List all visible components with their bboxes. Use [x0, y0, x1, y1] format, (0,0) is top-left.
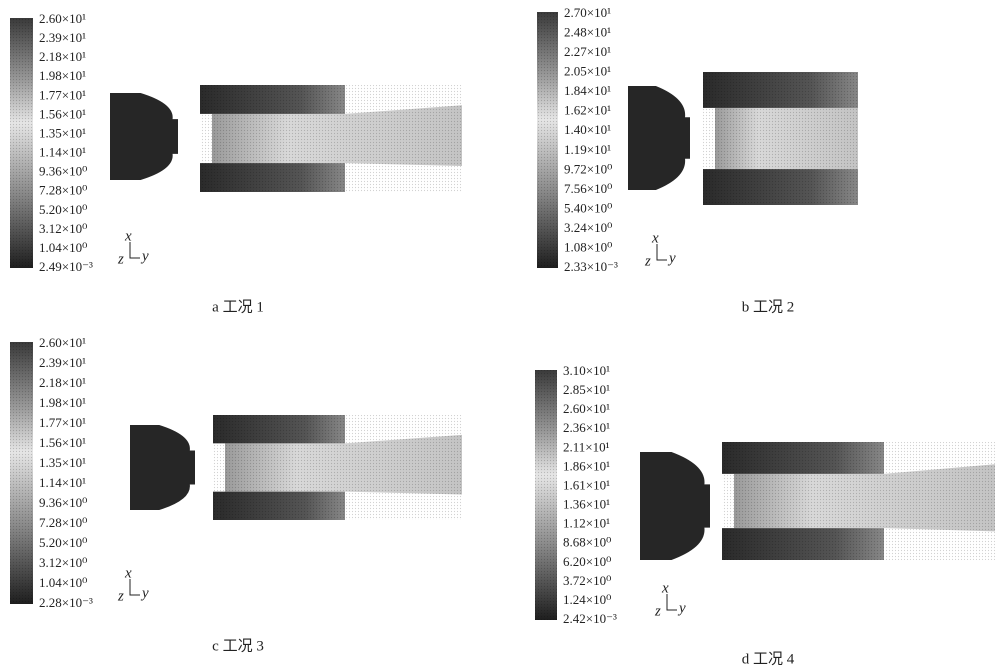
- axis-label-x: x: [651, 230, 659, 246]
- colorbar-label: 8.68×10⁰: [563, 535, 611, 550]
- colorbar-texture: [537, 12, 558, 268]
- colorbar-label: 9.36×10⁰: [39, 164, 87, 179]
- chamber-texture: [703, 72, 858, 205]
- caption: c 工况 3: [212, 637, 264, 654]
- nozzle-dome: [130, 425, 195, 510]
- colorbar-label: 2.85×10¹: [563, 382, 610, 397]
- colorbar-label: 3.72×10⁰: [563, 573, 611, 588]
- axis-label-z: z: [117, 588, 124, 604]
- chamber-texture: [213, 415, 462, 520]
- colorbar-label: 2.39×10¹: [39, 30, 86, 45]
- colorbar-texture: [10, 342, 33, 604]
- colorbar-label: 2.11×10¹: [563, 439, 610, 454]
- colorbar-texture: [535, 370, 557, 620]
- colorbar-label: 1.19×10¹: [564, 142, 611, 157]
- colorbar-label: 1.08×10⁰: [564, 239, 612, 254]
- axis-label-y: y: [677, 600, 686, 616]
- colorbar-label: 1.04×10⁰: [39, 575, 87, 590]
- colorbar-label: 1.61×10¹: [563, 477, 610, 492]
- colorbar-label: 3.12×10⁰: [39, 555, 87, 570]
- colorbar-label: 3.24×10⁰: [564, 220, 612, 235]
- panel: 2.60×10¹ 2.39×10¹ 2.18×10¹ 1.98×10¹ 1.77×10¹…: [10, 335, 462, 654]
- colorbar-label: 3.12×10⁰: [39, 221, 87, 236]
- colorbar-label: 1.12×10¹: [563, 516, 610, 531]
- colorbar-label: 1.56×10¹: [39, 435, 86, 450]
- colorbar-label: 1.35×10¹: [39, 455, 86, 470]
- colorbar-label: 2.60×10¹: [39, 335, 86, 350]
- colorbar-label: 2.60×10¹: [563, 401, 610, 416]
- colorbar-label: 2.27×10¹: [564, 44, 611, 59]
- colorbar-label: 1.86×10¹: [563, 458, 610, 473]
- panel: 2.60×10¹ 2.39×10¹ 2.18×10¹ 1.98×10¹ 1.77×10¹…: [10, 11, 462, 315]
- colorbar-label: 1.35×10¹: [39, 125, 86, 140]
- caption: d 工况 4: [742, 650, 795, 667]
- colorbar-label: 2.05×10¹: [564, 64, 611, 79]
- colorbar-label: 1.84×10¹: [564, 83, 611, 98]
- colorbar-label: 1.62×10¹: [564, 103, 611, 118]
- axis-label-y: y: [667, 250, 676, 266]
- axis-label-z: z: [117, 251, 124, 267]
- colorbar-label: 1.36×10¹: [563, 497, 610, 512]
- colorbar-label: 5.20×10⁰: [39, 535, 87, 550]
- nozzle-dome: [640, 452, 710, 560]
- colorbar-label: 2.28×10⁻³: [39, 595, 93, 610]
- panel: 2.70×10¹ 2.48×10¹ 2.27×10¹ 2.05×10¹ 1.84×10¹…: [537, 5, 858, 315]
- colorbar-label: 1.40×10¹: [564, 122, 611, 137]
- colorbar-label: 7.28×10⁰: [39, 515, 87, 530]
- colorbar-label: 1.14×10¹: [39, 145, 86, 160]
- axis-label-x: x: [661, 580, 669, 596]
- colorbar-label: 1.04×10⁰: [39, 240, 87, 255]
- axis-label-z: z: [644, 253, 651, 269]
- panel: 3.10×10¹ 2.85×10¹ 2.60×10¹ 2.36×10¹ 2.11×10¹…: [535, 363, 995, 667]
- colorbar-label: 2.42×10⁻³: [563, 611, 617, 626]
- colorbar-label: 2.36×10¹: [563, 420, 610, 435]
- colorbar-label: 2.33×10⁻³: [564, 259, 618, 274]
- colorbar-label: 2.49×10⁻³: [39, 259, 93, 274]
- colorbar-label: 1.98×10¹: [39, 68, 86, 83]
- chamber-texture: [722, 442, 995, 560]
- colorbar-label: 1.77×10¹: [39, 87, 86, 102]
- colorbar-label: 2.18×10¹: [39, 49, 86, 64]
- axis-label-x: x: [124, 228, 132, 244]
- chamber-texture: [200, 85, 462, 192]
- axis-label-z: z: [654, 603, 661, 619]
- nozzle-dome: [110, 93, 178, 180]
- colorbar-label: 2.70×10¹: [564, 5, 611, 20]
- colorbar-label: 9.72×10⁰: [564, 161, 612, 176]
- colorbar-label: 9.36×10⁰: [39, 495, 87, 510]
- colorbar-label: 1.77×10¹: [39, 415, 86, 430]
- colorbar-label: 2.60×10¹: [39, 11, 86, 26]
- colorbar-label: 7.28×10⁰: [39, 183, 87, 198]
- colorbar-label: 1.98×10¹: [39, 395, 86, 410]
- caption: a 工况 1: [212, 298, 264, 315]
- colorbar-label: 5.40×10⁰: [564, 200, 612, 215]
- axis-label-y: y: [140, 585, 149, 601]
- colorbar-label: 2.48×10¹: [564, 25, 611, 40]
- colorbar-label: 3.10×10¹: [563, 363, 610, 378]
- colorbar-label: 1.14×10¹: [39, 475, 86, 490]
- colorbar-label: 6.20×10⁰: [563, 554, 611, 569]
- colorbar-label: 1.24×10⁰: [563, 592, 611, 607]
- axis-label-y: y: [140, 248, 149, 264]
- colorbar-label: 2.18×10¹: [39, 375, 86, 390]
- colorbar-texture: [10, 18, 33, 268]
- axis-label-x: x: [124, 565, 132, 581]
- nozzle-dome: [628, 86, 690, 190]
- colorbar-label: 2.39×10¹: [39, 355, 86, 370]
- figure: 2.60×10¹ 2.39×10¹ 2.18×10¹ 1.98×10¹ 1.77×10¹…: [0, 0, 995, 671]
- colorbar-label: 5.20×10⁰: [39, 202, 87, 217]
- colorbar-label: 1.56×10¹: [39, 106, 86, 121]
- colorbar-label: 7.56×10⁰: [564, 181, 612, 196]
- caption: b 工况 2: [742, 298, 795, 315]
